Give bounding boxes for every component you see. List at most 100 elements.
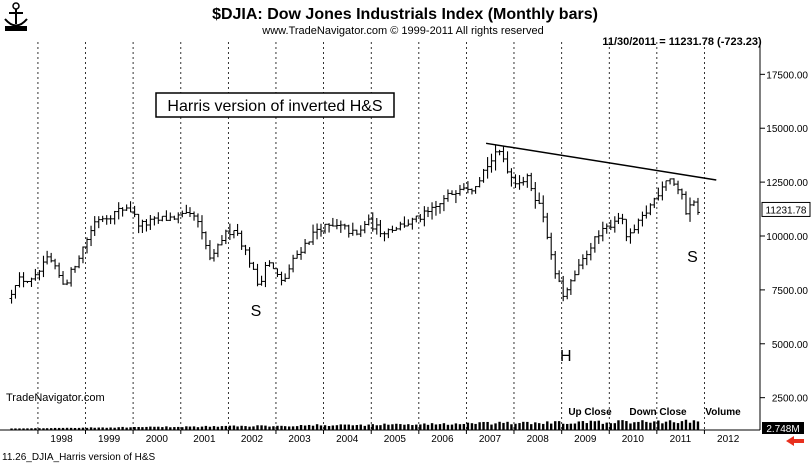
volume-bar <box>149 426 152 430</box>
volume-bar <box>319 425 323 430</box>
x-tick-label: 1998 <box>50 434 73 445</box>
volume-bar <box>454 423 458 430</box>
volume-bar <box>514 423 517 430</box>
volume-bar <box>216 426 220 430</box>
volume-bar <box>331 425 335 430</box>
volume-bar <box>145 426 148 430</box>
volume-bar <box>692 420 696 430</box>
x-tick-label: 2008 <box>527 434 550 445</box>
volume-bar <box>530 424 533 430</box>
volume-bar <box>668 420 672 430</box>
volume-bar <box>327 426 331 430</box>
volume-bar <box>391 424 394 430</box>
volume-bar <box>240 425 243 430</box>
volume-bar <box>657 420 660 430</box>
volume-bar <box>38 428 41 430</box>
annotation-head: H <box>560 348 572 365</box>
volume-bar <box>165 426 168 430</box>
volume-bar <box>224 425 228 430</box>
volume-bar <box>192 426 196 430</box>
volume-bar <box>256 425 259 430</box>
volume-bar <box>522 421 525 430</box>
volume-bar <box>212 426 216 430</box>
legend-up-close: Up Close <box>568 407 612 418</box>
volume-bar <box>367 424 370 430</box>
volume-bar <box>260 425 263 430</box>
volume-bar <box>351 425 355 430</box>
volume-bar <box>268 426 271 430</box>
volume-bar <box>228 425 232 430</box>
volume-bar <box>244 426 247 430</box>
volume-bar <box>65 427 69 430</box>
volume-bar <box>403 424 406 430</box>
volume-bar <box>613 423 617 430</box>
volume-bar <box>458 424 462 430</box>
volume-bar <box>85 427 89 430</box>
y-tick-label: 10000.00 <box>766 232 808 243</box>
volume-bar <box>462 423 466 430</box>
volume-bar <box>236 426 239 430</box>
volume-bar <box>161 427 164 430</box>
y-tick-labels: 2500.00 5000.00 7500.00 10000.00 12500.00 150… <box>760 70 809 405</box>
volume-bar <box>291 426 295 430</box>
volume-value: 2.748M <box>766 424 799 435</box>
volume-bar <box>272 426 275 430</box>
volume-bar <box>625 421 628 430</box>
volume-bar <box>434 424 438 430</box>
volume-bar <box>61 427 65 430</box>
chart-title: $DJIA: Dow Jones Industrials Index (Mont… <box>212 6 598 23</box>
volume-bar <box>478 422 481 430</box>
volume-bar <box>30 428 33 430</box>
volume-bar <box>502 422 505 430</box>
volume-bar <box>57 427 61 430</box>
volume-bar <box>450 424 454 430</box>
x-tick-label: 2006 <box>431 434 454 445</box>
x-tick-labels: 1998 1999 2000 2001 2002 2003 2004 2005 2006 2007… <box>37 430 740 445</box>
volume-bar <box>208 426 212 430</box>
annotation-harris-label: Harris version of inverted H&S <box>167 98 382 115</box>
volume-bar <box>629 423 632 430</box>
volume-bar <box>311 425 315 430</box>
volume-bar <box>53 427 57 430</box>
volume-bar <box>466 422 470 430</box>
y-tick-label: 7500.00 <box>772 286 809 297</box>
volume-bar <box>347 424 350 430</box>
volume-bar <box>672 422 676 430</box>
anchor-logo-icon <box>4 2 28 31</box>
volume-bar <box>426 424 430 430</box>
x-tick-label: 2012 <box>717 434 740 445</box>
volume-bar <box>299 425 303 430</box>
volume-bar <box>157 426 160 430</box>
volume-bar <box>649 422 652 430</box>
volume-bar <box>22 428 25 430</box>
volume-bar <box>573 423 577 430</box>
annotation-left-shoulder: S <box>251 303 262 320</box>
volume-bar <box>359 424 362 430</box>
volume-bar <box>343 424 347 430</box>
volume-bar <box>276 425 279 430</box>
volume-bar <box>621 420 624 430</box>
volume-bar <box>18 428 21 430</box>
x-tick-label: 2011 <box>670 434 692 445</box>
caption-text: 11.26_DJIA_Harris version of H&S <box>2 452 156 463</box>
volume-bar <box>549 423 553 430</box>
volume-bar <box>113 427 116 430</box>
volume-bar <box>653 421 656 430</box>
legend-down-close: Down Close <box>629 407 687 418</box>
volume-bar <box>295 426 299 430</box>
volume-bar <box>419 424 422 430</box>
volume-bar <box>307 424 311 430</box>
volume-bar <box>585 423 588 430</box>
volume-bar <box>137 426 140 430</box>
volume-bar <box>34 428 37 430</box>
volume-bar <box>97 427 100 430</box>
volume-bar <box>554 421 557 430</box>
y-tick-label: 2500.00 <box>772 394 809 405</box>
volume-bar <box>438 424 442 430</box>
volume-bar <box>101 427 104 430</box>
volume-bar <box>42 428 45 430</box>
volume-bar <box>283 426 287 430</box>
volume-bar <box>415 424 418 430</box>
volume-bar <box>581 421 585 430</box>
